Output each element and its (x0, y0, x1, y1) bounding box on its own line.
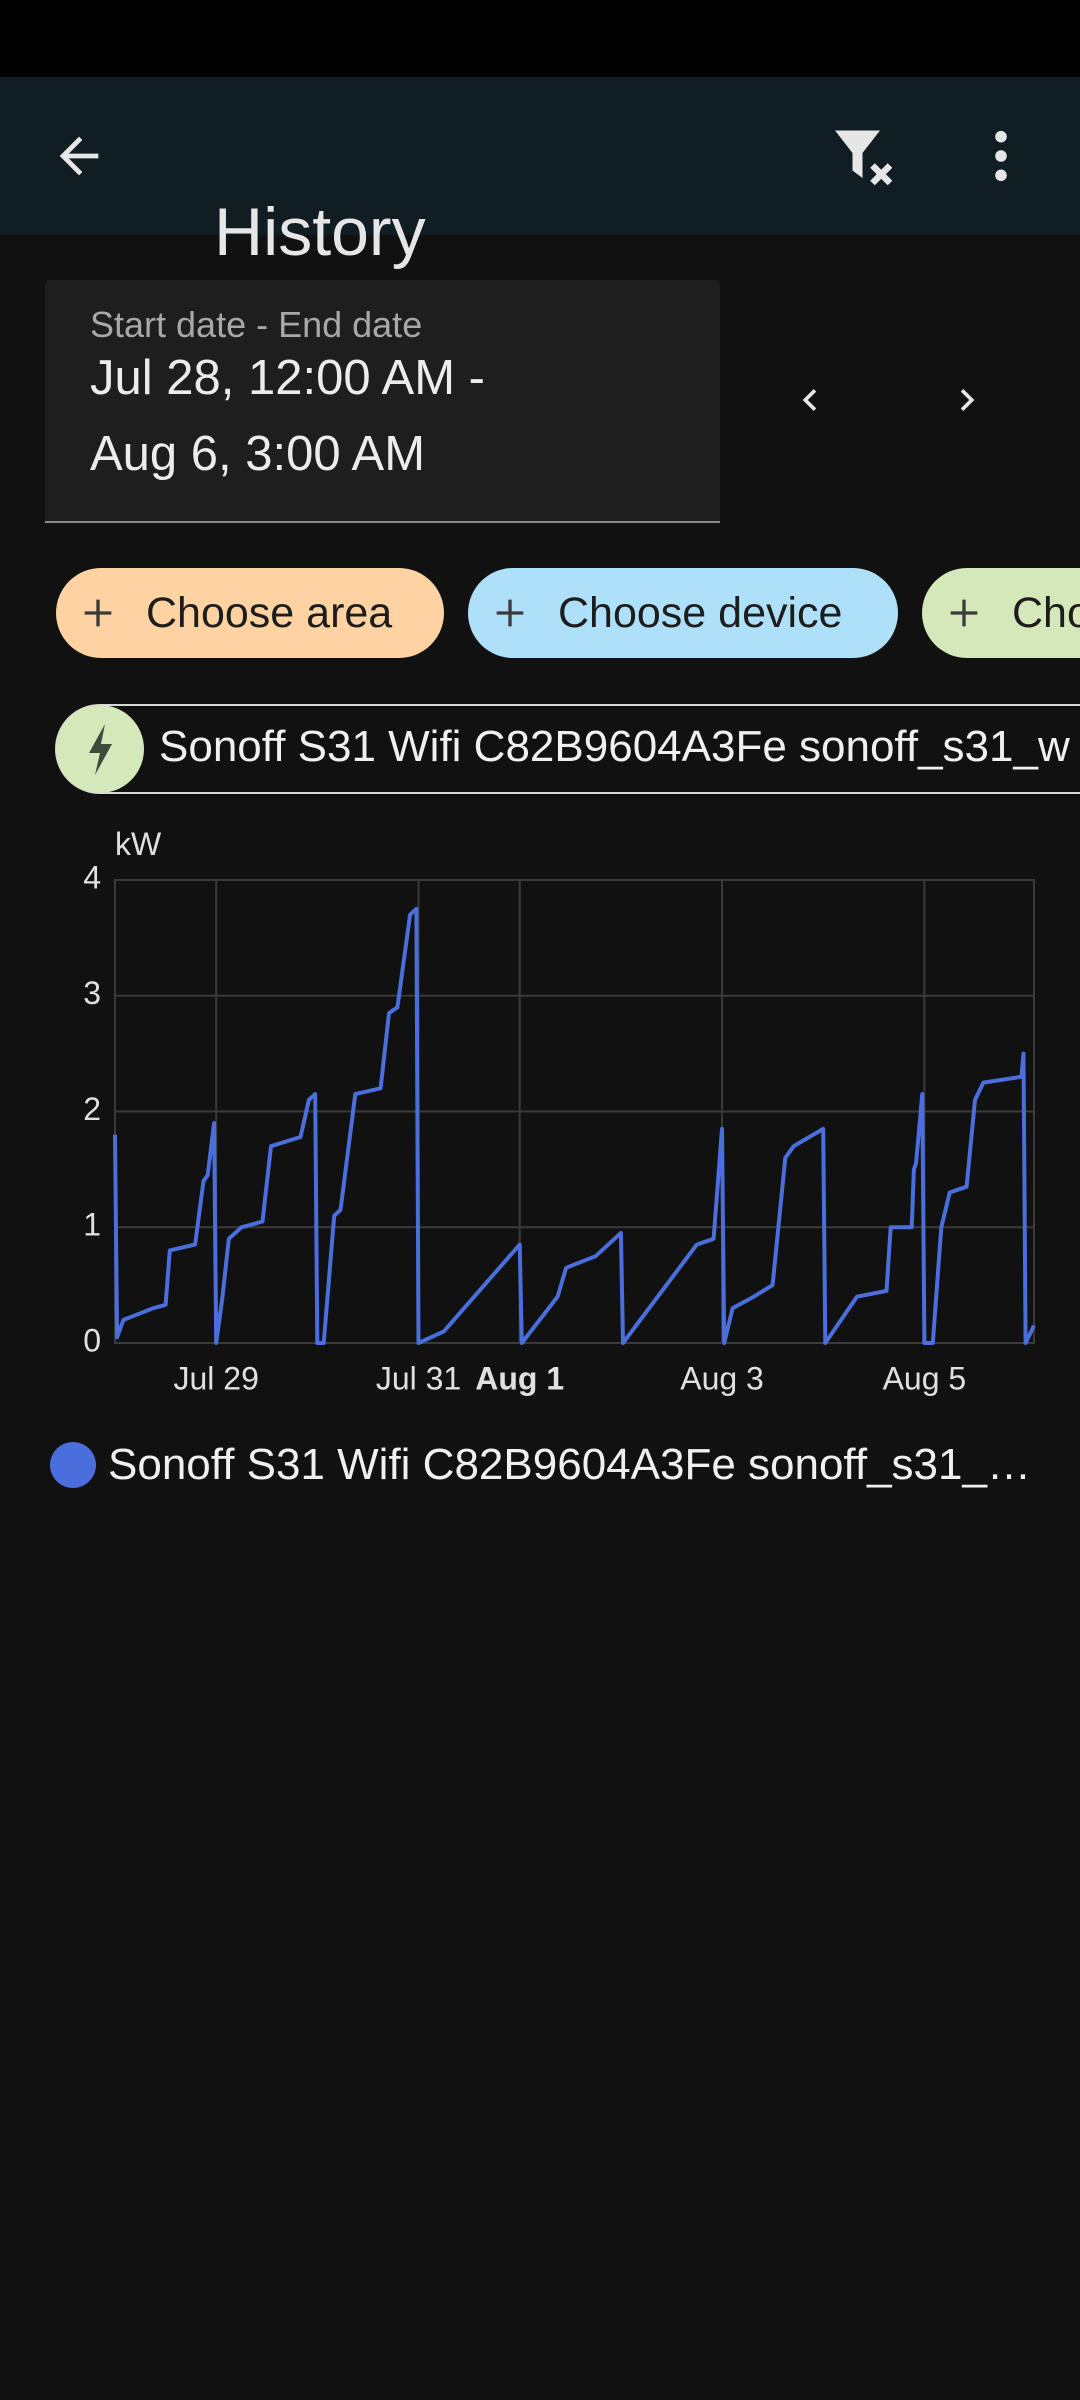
entity-chip[interactable]: Sonoff S31 Wifi C82B9604A3Fe sonoff_s31_… (55, 704, 1080, 794)
plus-icon (84, 599, 112, 627)
chart: kW 0 1 2 3 4 Jul 29 Jul 31 Aug 1 Aug 3 Aug 5 (83, 826, 1036, 1396)
x-tick-label: Jul 29 (173, 1360, 258, 1396)
y-tick-label: 4 (83, 859, 101, 895)
filter-chip[interactable]: Choose area (56, 568, 444, 658)
legend[interactable]: Sonoff S31 Wifi C82B9604A3Fe sonoff_s31_… (50, 1440, 1031, 1490)
data-line (113, 906, 1036, 1345)
date-range-picker[interactable]: Start date - End date Jul 28, 12:00 AM -… (45, 280, 720, 523)
y-unit: kW (115, 826, 162, 862)
clear-filter-button[interactable] (830, 125, 900, 191)
plus-icon (496, 599, 524, 627)
x-tick-label: Aug 1 (475, 1360, 564, 1396)
x-tick-label: Aug 3 (680, 1360, 764, 1396)
field-value: Aug 6, 3:00 AM (90, 427, 426, 481)
legend-swatch (50, 1442, 96, 1488)
plot-frame (114, 879, 1035, 1344)
next-range-button[interactable] (945, 375, 989, 425)
back-button[interactable] (50, 127, 108, 185)
legend-label: Sonoff S31 Wifi C82B9604A3Fe sonoff_s31_… (108, 1440, 1031, 1489)
field-label: Start date - End date (90, 304, 423, 345)
chip-label: Choose device (558, 588, 843, 637)
filter-chip[interactable]: Choose device (468, 568, 898, 658)
plus-icon (950, 599, 978, 627)
page-title: History (214, 194, 426, 270)
overflow-menu-button[interactable] (985, 127, 1017, 185)
field-value: Jul 28, 12:00 AM - (90, 351, 485, 405)
y-tick-label: 3 (83, 975, 101, 1011)
y-tick-label: 2 (83, 1091, 101, 1127)
y-tick-label: 0 (83, 1322, 101, 1358)
previous-range-button[interactable] (788, 375, 832, 425)
chip-label: Cho (1012, 588, 1080, 637)
y-tick-label: 1 (83, 1207, 101, 1243)
entity-name: Sonoff S31 Wifi C82B9604A3Fe sonoff_s31_… (159, 722, 1070, 771)
x-tick-label: Jul 31 (376, 1360, 461, 1396)
x-tick-label: Aug 5 (883, 1360, 967, 1396)
filter-chip[interactable]: Cho (922, 568, 1080, 658)
entity-icon (56, 705, 144, 793)
app-bar: History (0, 77, 1080, 270)
chip-label: Choose area (146, 588, 393, 637)
status-bar (0, 0, 1080, 77)
